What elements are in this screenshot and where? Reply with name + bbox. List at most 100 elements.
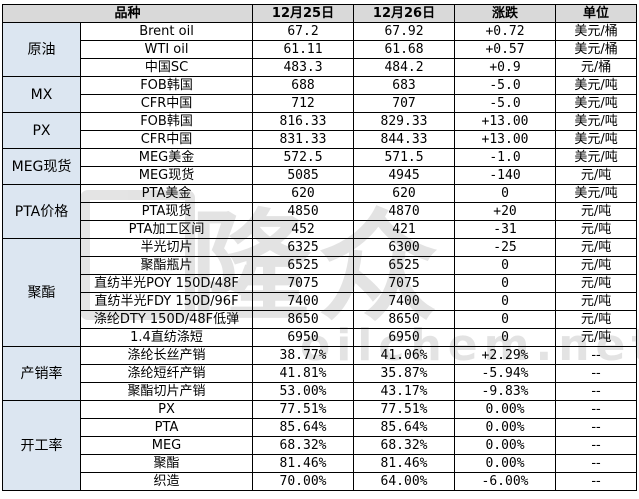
item-name-cell: 直纺半光POY 150D/48F <box>79 274 254 293</box>
value-date1-cell: 6325 <box>252 238 355 257</box>
item-name-cell: 聚酯切片产销 <box>79 382 254 401</box>
change-cell: -31 <box>454 220 557 239</box>
value-date2-cell: 683 <box>353 76 456 95</box>
value-date2-cell: 81.46% <box>353 454 456 473</box>
change-cell: +0.57 <box>454 40 557 59</box>
value-date1-cell: 831.33 <box>252 130 355 149</box>
table-row: WTI oil 61.11 61.68 +0.57 美元/桶 <box>3 40 638 59</box>
item-name-cell: Brent oil <box>79 22 254 41</box>
table-row: 涤纶DTY 150D/48F低弹 8650 8650 0 元/吨 <box>3 310 638 329</box>
header-variety: 品种 <box>1 4 254 23</box>
item-name-cell: PTA加工区间 <box>79 220 254 239</box>
change-cell: -6.00% <box>454 472 557 491</box>
change-cell: -5.0 <box>454 94 557 113</box>
value-date2-cell: 67.92 <box>353 22 456 41</box>
table-row: MEG现货 5085 4945 -140 元/吨 <box>3 166 638 185</box>
value-date1-cell: 4850 <box>252 202 355 221</box>
unit-cell: 元/吨 <box>555 274 638 293</box>
value-date2-cell: 35.87% <box>353 364 456 383</box>
table-row: 聚酯切片产销 53.00% 43.17% -9.83% -- <box>3 382 638 401</box>
unit-cell: 元/吨 <box>555 202 638 221</box>
value-date2-cell: 64.00% <box>353 472 456 491</box>
category-cell: MX <box>2 76 81 113</box>
unit-cell: 美元/吨 <box>555 130 638 149</box>
item-name-cell: MEG现货 <box>79 166 254 185</box>
item-name-cell: CFR中国 <box>79 130 254 149</box>
table-row: 1.4直纺涤短 6950 6950 0 元/吨 <box>3 328 638 347</box>
value-date1-cell: 70.00% <box>252 472 355 491</box>
change-cell: -25 <box>454 238 557 257</box>
value-date2-cell: 7075 <box>353 274 456 293</box>
table-row: 聚酯瓶片 6525 6525 0 元/吨 <box>3 256 638 275</box>
value-date2-cell: 6300 <box>353 238 456 257</box>
item-name-cell: 直纺半光FDY 150D/96F <box>79 292 254 311</box>
value-date1-cell: 68.32% <box>252 436 355 455</box>
change-cell: -1.0 <box>454 148 557 167</box>
category-cell: PX <box>2 112 81 149</box>
value-date1-cell: 620 <box>252 184 355 203</box>
unit-cell: 元/吨 <box>555 166 638 185</box>
change-cell: 0.00% <box>454 400 557 419</box>
value-date2-cell: 620 <box>353 184 456 203</box>
value-date2-cell: 6525 <box>353 256 456 275</box>
unit-cell: 元/吨 <box>555 292 638 311</box>
table-row: 聚酯 81.46% 81.46% 0.00% -- <box>3 454 638 473</box>
category-cell: PTA价格 <box>2 184 81 239</box>
value-date2-cell: 7400 <box>353 292 456 311</box>
item-name-cell: 织造 <box>79 472 254 491</box>
item-name-cell: CFR中国 <box>79 94 254 113</box>
value-date1-cell: 8650 <box>252 310 355 329</box>
value-date2-cell: 571.5 <box>353 148 456 167</box>
value-date2-cell: 484.2 <box>353 58 456 77</box>
value-date1-cell: 6525 <box>252 256 355 275</box>
unit-cell: 美元/吨 <box>555 112 638 131</box>
change-cell: 0 <box>454 274 557 293</box>
value-date2-cell: 4945 <box>353 166 456 185</box>
unit-cell: 美元/吨 <box>555 76 638 95</box>
table-row: PTA加工区间 452 421 -31 元/吨 <box>3 220 638 239</box>
change-cell: 0 <box>454 184 557 203</box>
value-date2-cell: 844.33 <box>353 130 456 149</box>
table-row: 直纺半光FDY 150D/96F 7400 7400 0 元/吨 <box>3 292 638 311</box>
header-date2: 12月26日 <box>353 4 456 23</box>
item-name-cell: 涤纶短纤产销 <box>79 364 254 383</box>
item-name-cell: 中国SC <box>79 58 254 77</box>
value-date1-cell: 38.77% <box>252 346 355 365</box>
value-date1-cell: 77.51% <box>252 400 355 419</box>
item-name-cell: 聚酯 <box>79 454 254 473</box>
change-cell: 0 <box>454 310 557 329</box>
header-date1: 12月25日 <box>252 4 355 23</box>
value-date1-cell: 61.11 <box>252 40 355 59</box>
value-date2-cell: 68.32% <box>353 436 456 455</box>
value-date2-cell: 43.17% <box>353 382 456 401</box>
table-row: 中国SC 483.3 484.2 +0.9 元/桶 <box>3 58 638 77</box>
unit-cell: 美元/桶 <box>555 22 638 41</box>
change-cell: 0 <box>454 328 557 347</box>
item-name-cell: FOB韩国 <box>79 112 254 131</box>
item-name-cell: MEG <box>79 436 254 455</box>
change-cell: 0.00% <box>454 454 557 473</box>
value-date2-cell: 8650 <box>353 310 456 329</box>
item-name-cell: 涤纶DTY 150D/48F低弹 <box>79 310 254 329</box>
change-cell: 0 <box>454 292 557 311</box>
table-row: PTA价格 PTA美金 620 620 0 美元/吨 <box>2 184 638 239</box>
unit-cell: 元/吨 <box>555 238 638 257</box>
value-date2-cell: 829.33 <box>353 112 456 131</box>
item-name-cell: FOB韩国 <box>79 76 254 95</box>
item-name-cell: 聚酯瓶片 <box>79 256 254 275</box>
item-name-cell: WTI oil <box>79 40 254 59</box>
category-cell: 产销率 <box>2 346 81 401</box>
unit-cell: -- <box>555 436 638 455</box>
unit-cell: 美元/吨 <box>555 148 638 167</box>
table-row: MEG 68.32% 68.32% 0.00% -- <box>3 436 638 455</box>
table-row: PTA 85.64% 85.64% 0.00% -- <box>3 418 638 437</box>
item-name-cell: PTA美金 <box>79 184 254 203</box>
value-date2-cell: 77.51% <box>353 400 456 419</box>
table-row: 聚酯 半光切片 6325 6300 -25 元/吨 <box>2 238 638 347</box>
unit-cell: -- <box>555 472 638 491</box>
value-date1-cell: 452 <box>252 220 355 239</box>
table-row: CFR中国 712 707 -5.0 美元/吨 <box>3 94 638 113</box>
table-row: PX FOB韩国 816.33 829.33 +13.00 美元/吨 <box>2 112 638 149</box>
table-row: PTA现货 4850 4870 +20 元/吨 <box>3 202 638 221</box>
value-date1-cell: 6950 <box>252 328 355 347</box>
